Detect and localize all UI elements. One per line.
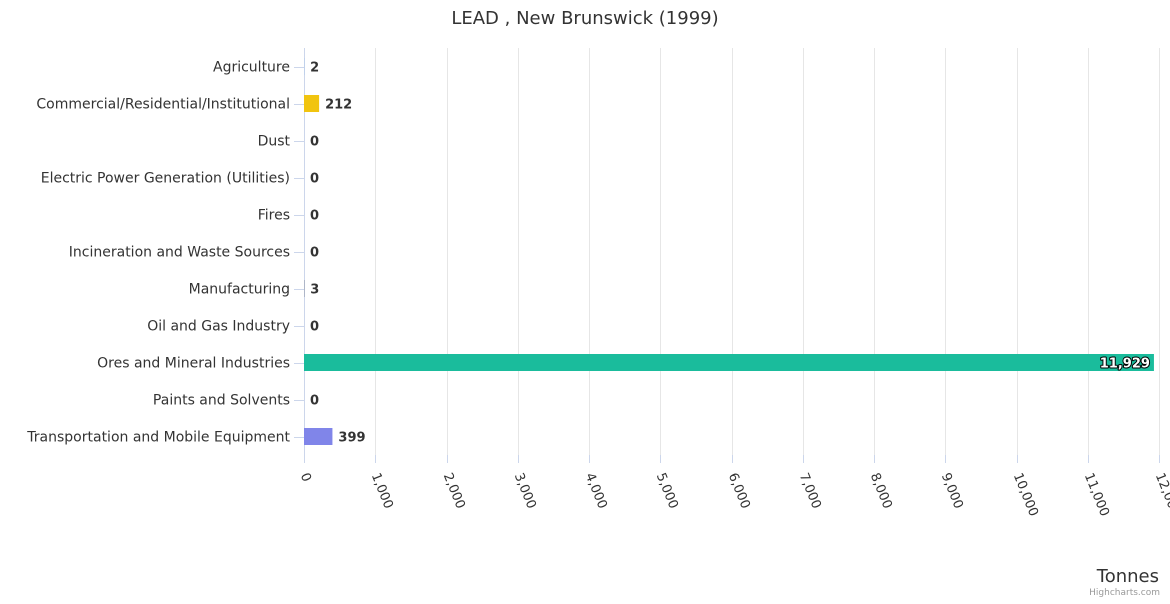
- x-tick-label: 1,000: [368, 471, 396, 511]
- x-tick-label: 10,000: [1010, 471, 1041, 519]
- data-label: 11,929: [1100, 357, 1150, 372]
- data-label: 212: [325, 98, 352, 113]
- data-label: 0: [310, 172, 319, 187]
- bars: [304, 58, 1154, 445]
- data-label: 399: [338, 431, 365, 446]
- category-label: Electric Power Generation (Utilities): [41, 171, 290, 187]
- category-label: Transportation and Mobile Equipment: [26, 430, 290, 446]
- bar[interactable]: [304, 95, 319, 112]
- category-labels: Agriculture Commercial/Residential/Instit…: [26, 60, 290, 446]
- x-tick-labels: 0 1,000 2,000 3,000 4,000 5,000 6,000 7,000 8,00…: [297, 471, 1170, 519]
- bar[interactable]: [304, 428, 332, 445]
- data-label: 3: [310, 283, 319, 298]
- axes: [294, 48, 1160, 463]
- category-label: Commercial/Residential/Institutional: [36, 97, 290, 113]
- x-tick-label: 5,000: [653, 471, 681, 511]
- category-label: Paints and Solvents: [153, 393, 290, 409]
- x-tick-label: 7,000: [796, 471, 824, 511]
- category-label: Manufacturing: [189, 282, 290, 298]
- x-axis-title: Tonnes: [1096, 566, 1159, 587]
- category-label: Dust: [258, 134, 291, 150]
- data-label: 0: [310, 320, 319, 335]
- x-tick-label: 0: [297, 471, 314, 484]
- x-tick-label: 11,000: [1081, 471, 1112, 519]
- data-labels: 2 212 0 0 0 0 3 0 11,929 0 399: [310, 61, 1150, 446]
- x-tick-label: 8,000: [867, 471, 895, 511]
- x-tick-label: 2,000: [440, 471, 468, 511]
- chart-title: LEAD , New Brunswick (1999): [451, 8, 718, 29]
- x-tick-label: 9,000: [938, 471, 966, 511]
- x-tick-label: 3,000: [511, 471, 539, 511]
- data-label: 0: [310, 246, 319, 261]
- x-tick-label: 4,000: [582, 471, 610, 511]
- credits-link[interactable]: Highcharts.com: [1089, 588, 1160, 598]
- category-label: Incineration and Waste Sources: [69, 245, 290, 261]
- data-label: 0: [310, 394, 319, 409]
- data-label: 0: [310, 209, 319, 224]
- data-label: 2: [310, 61, 319, 76]
- grid-lines: [376, 48, 1160, 455]
- x-tick-label: 6,000: [725, 471, 753, 511]
- category-label: Agriculture: [213, 60, 290, 76]
- bar[interactable]: [304, 354, 1154, 371]
- category-label: Fires: [258, 208, 290, 224]
- category-label: Oil and Gas Industry: [147, 319, 290, 335]
- category-label: Ores and Mineral Industries: [97, 356, 290, 372]
- data-label: 0: [310, 135, 319, 150]
- x-tick-label: 12,000: [1152, 471, 1170, 519]
